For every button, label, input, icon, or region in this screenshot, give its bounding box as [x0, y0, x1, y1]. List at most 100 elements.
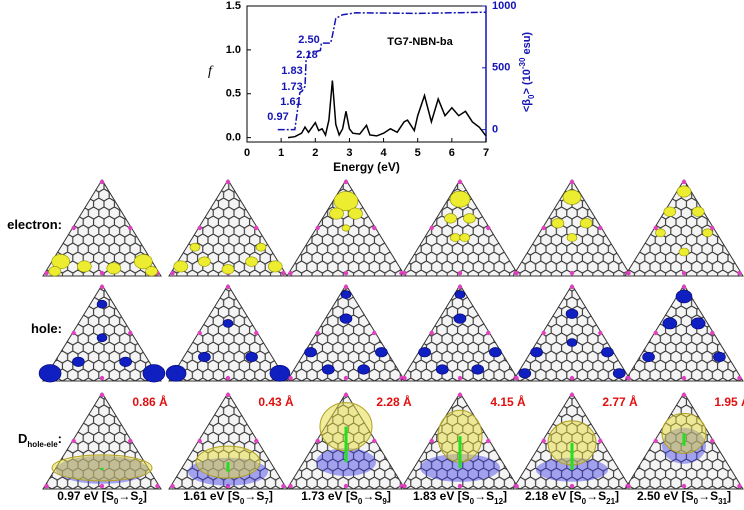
caption-part: 21 — [606, 497, 615, 506]
caption-part: ] — [143, 489, 147, 503]
caption: 0.97 eV [S0→S2] — [57, 489, 147, 505]
annotation: 1.61 — [280, 96, 301, 108]
caption: 2.18 eV [S0→S21] — [525, 489, 619, 505]
isosurface — [321, 364, 335, 375]
isosurface — [449, 190, 471, 208]
x-tick-label: 3 — [346, 147, 352, 159]
heteroatom — [288, 270, 293, 276]
heteroatom — [569, 392, 575, 398]
heteroatom — [569, 179, 575, 185]
heteroatom — [402, 375, 407, 381]
heteroatom — [99, 179, 105, 185]
y-tick-label: 0.0 — [226, 132, 241, 144]
heteroatom — [254, 225, 259, 231]
heteroatom — [254, 330, 259, 336]
distance-label: 0.43 Å — [258, 394, 294, 409]
isosurface — [340, 290, 352, 299]
caption-part: ] — [727, 489, 731, 503]
caption: 2.50 eV [S0→S31] — [637, 489, 731, 505]
heteroatom — [372, 330, 377, 336]
heteroatom — [710, 225, 715, 231]
isosurface — [255, 242, 267, 252]
y2-axis-label-part: 0 — [527, 94, 536, 99]
distance-label: 2.77 Å — [602, 394, 638, 409]
heteroatom — [99, 270, 105, 276]
annotation: 1.83 — [281, 65, 302, 77]
heteroatom — [710, 438, 715, 444]
heteroatom — [541, 225, 546, 231]
isosurface — [173, 260, 189, 273]
caption-part: 12 — [494, 497, 503, 506]
heteroatom — [653, 225, 658, 231]
x-tick-label: 1 — [278, 147, 284, 159]
y2-axis-label-part: -30 — [518, 57, 527, 69]
annotation: 2.18 — [296, 49, 317, 61]
caption-part: →S — [362, 489, 382, 503]
caption-part: 1.73 eV [S — [301, 489, 358, 503]
isosurface — [348, 207, 363, 220]
heteroatom — [737, 270, 742, 276]
distance-label: 2.28 Å — [376, 394, 412, 409]
heteroatom — [128, 438, 133, 444]
caption-part: 7 — [264, 497, 269, 506]
isosurface — [38, 364, 62, 383]
x-tick-label: 2 — [312, 147, 318, 159]
heteroatom — [128, 330, 133, 336]
isosurface — [198, 256, 211, 267]
heteroatom — [281, 483, 286, 489]
isosurface — [189, 242, 201, 252]
heteroatom — [681, 392, 687, 398]
heteroatom — [457, 284, 463, 290]
caption-part: 2 — [138, 497, 143, 506]
y-axis-label: f — [208, 64, 214, 79]
heteroatom — [429, 438, 434, 444]
isosurface — [565, 308, 579, 319]
series-line — [277, 11, 487, 131]
caption-part: 0 — [470, 497, 475, 506]
heteroatom — [681, 284, 687, 290]
row-label-part: D — [18, 431, 27, 446]
heteroatom — [457, 270, 463, 276]
caption-part: 0 — [582, 497, 587, 506]
heteroatom — [71, 330, 76, 336]
heteroatom — [429, 330, 434, 336]
isosurface — [579, 218, 593, 229]
isosurface — [48, 266, 62, 277]
heteroatom — [541, 438, 546, 444]
isosurface — [375, 347, 388, 358]
caption-part: 2.18 eV [S — [525, 489, 582, 503]
heteroatom — [99, 483, 105, 489]
heteroatom — [343, 284, 349, 290]
row-label-part: hole-ele — [27, 440, 58, 449]
heteroatom — [486, 330, 491, 336]
molecule — [286, 284, 406, 382]
isosurface — [435, 364, 449, 375]
isosurface — [165, 365, 187, 382]
heteroatom — [402, 270, 407, 276]
distance-label: 0.86 Å — [132, 394, 168, 409]
heteroatom — [569, 284, 575, 290]
heteroatom — [343, 179, 349, 185]
heteroatom — [197, 225, 202, 231]
caption-part: 1.83 eV [S — [413, 489, 470, 503]
caption-part: ] — [615, 489, 619, 503]
isosurface — [222, 319, 234, 328]
heteroatom — [457, 483, 463, 489]
heteroatom — [225, 483, 231, 489]
caption-part: →S — [474, 489, 494, 503]
distance-label: 4.15 Å — [490, 394, 526, 409]
heteroatom — [681, 375, 687, 381]
isosurface — [601, 347, 614, 358]
x-tick-label: 6 — [449, 147, 455, 159]
heteroatom — [155, 483, 160, 489]
isosurface — [333, 191, 359, 212]
caption-part: →S — [118, 489, 138, 503]
y2-tick-label: 1000 — [492, 0, 516, 12]
heteroatom — [653, 438, 658, 444]
caption-part: 31 — [718, 497, 727, 506]
caption-part: 0 — [240, 497, 245, 506]
isosurface — [454, 290, 466, 299]
isosurface — [77, 260, 92, 273]
isosurface — [676, 185, 692, 198]
